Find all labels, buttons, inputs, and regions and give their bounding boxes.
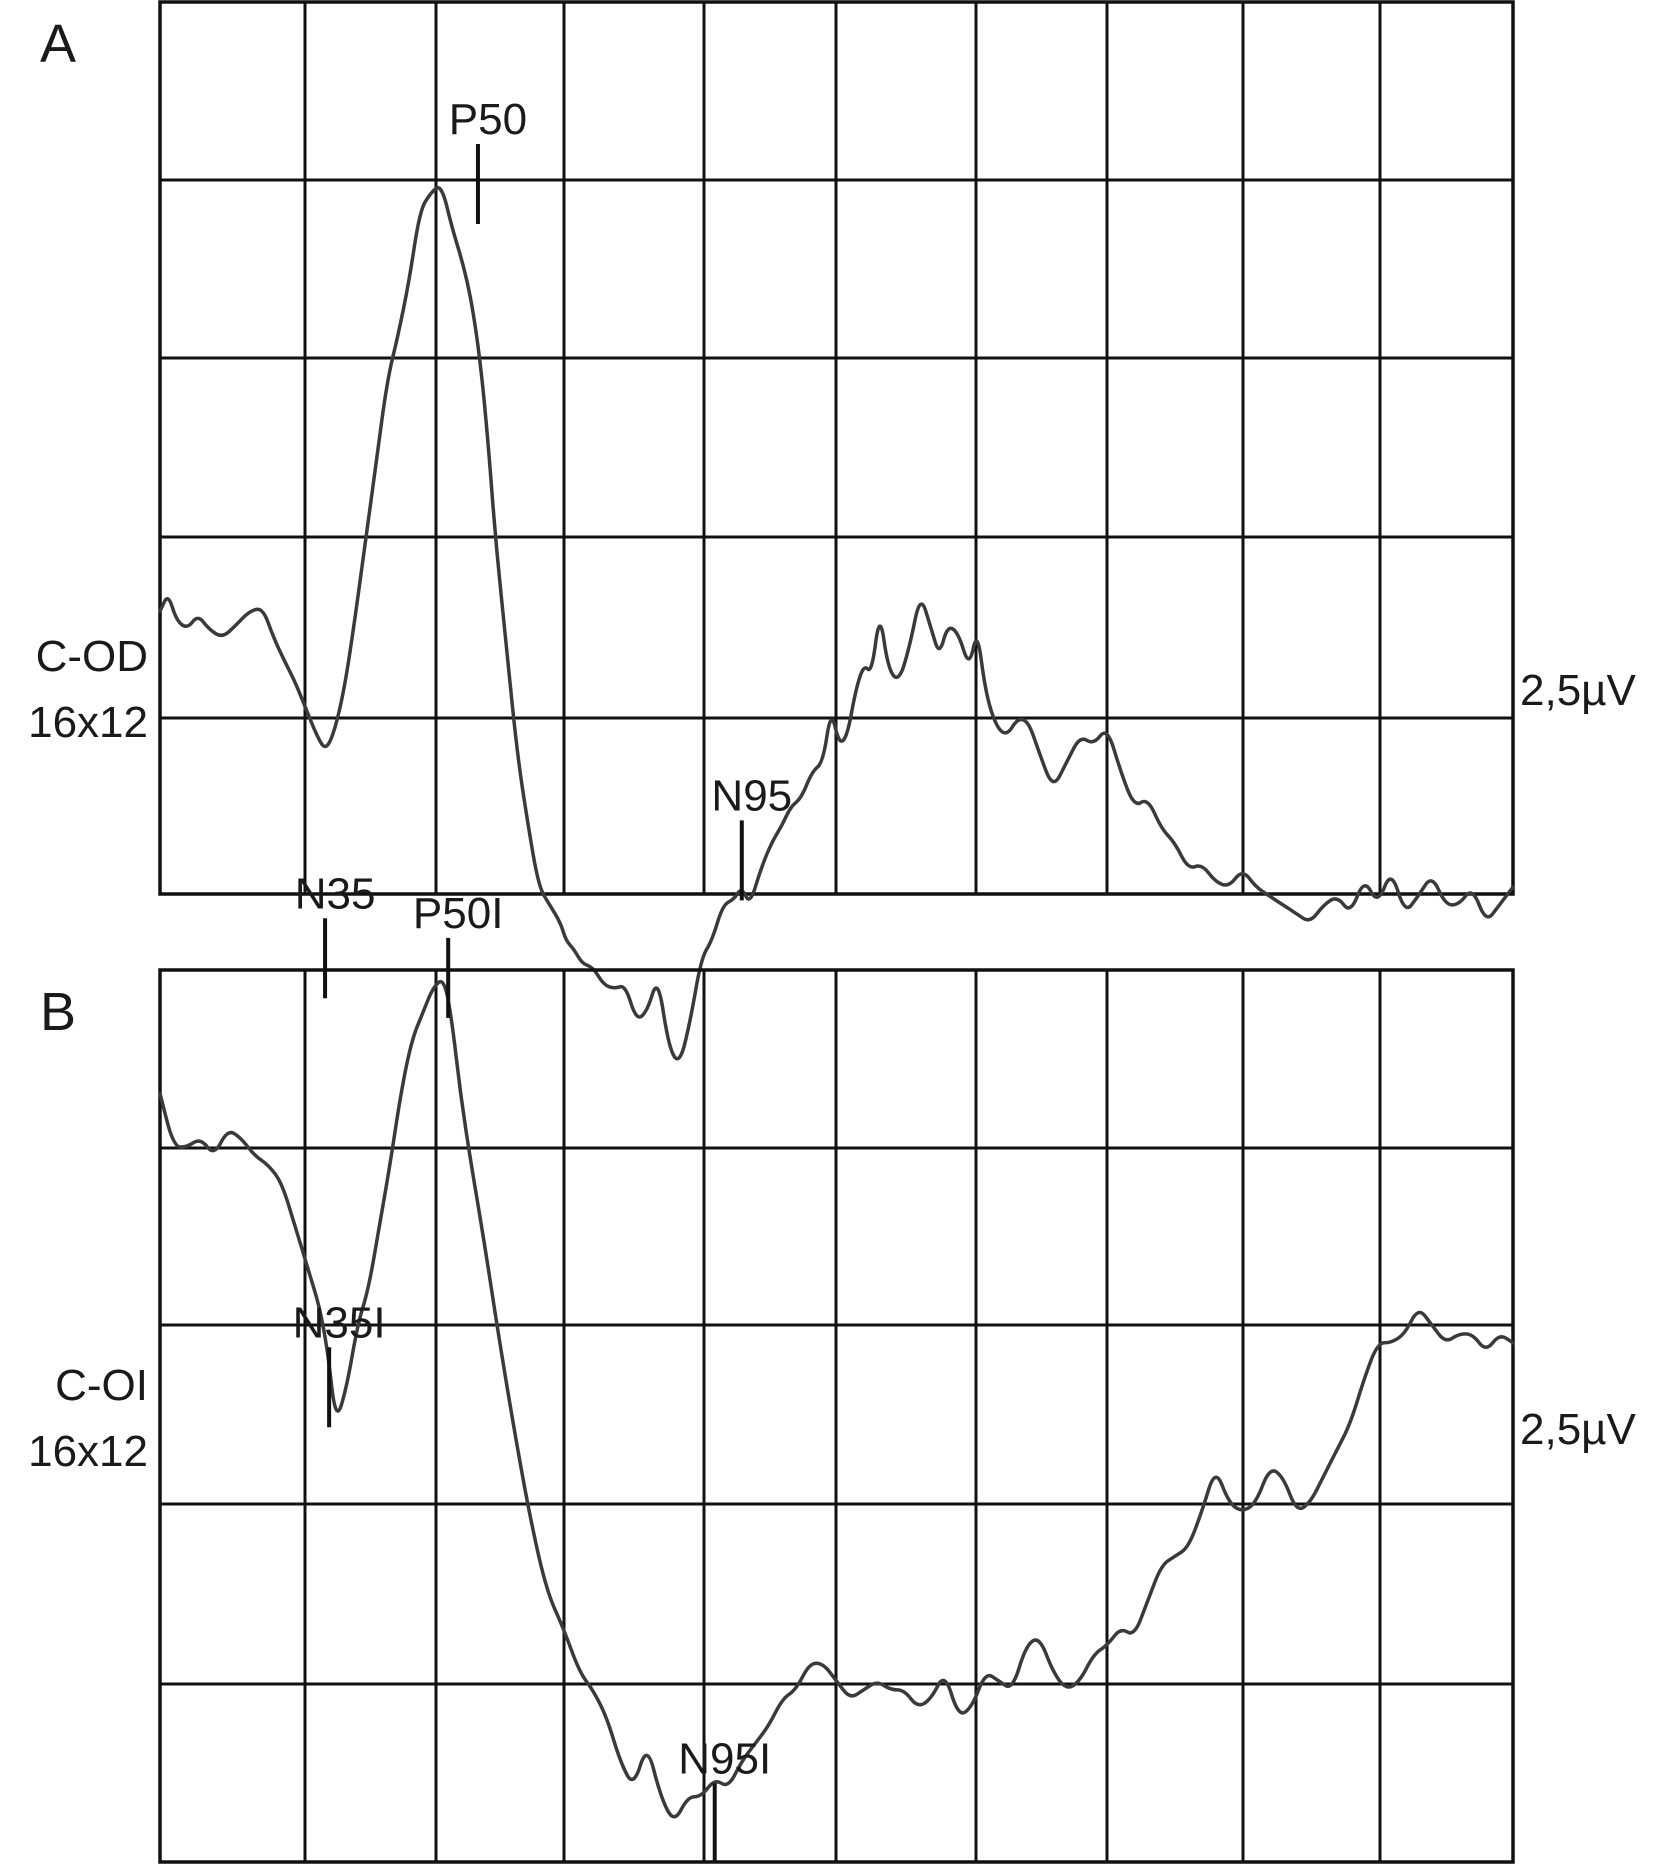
panel-b-label: B xyxy=(40,982,76,1042)
panel-b: N35I P50I N95I B C-OI 16x12 2,5µV xyxy=(28,889,1637,1864)
panel-a-marker-n35-label: N35 xyxy=(295,869,376,918)
panel-b-channel-label: C-OI xyxy=(55,1361,148,1410)
panel-b-scale-label: 2,5µV xyxy=(1520,1405,1637,1454)
panel-a-trace xyxy=(158,185,1515,1061)
panel-a-check-label: 16x12 xyxy=(28,698,148,747)
panel-b-trace xyxy=(158,979,1515,1819)
panel-b-markers: N35I P50I N95I xyxy=(293,889,771,1864)
panel-a-label: A xyxy=(40,14,76,74)
panel-a: N35 P50 N95 A C-OD 16x12 2,5µV xyxy=(28,0,1637,1061)
panel-a-marker-n95-label: N95 xyxy=(711,771,792,820)
panel-a-markers: N35 P50 N95 xyxy=(295,95,792,999)
panel-b-marker-n35i-label: N35I xyxy=(293,1298,386,1347)
panel-b-marker-p50i-label: P50I xyxy=(413,889,504,938)
panel-a-marker-p50-label: P50 xyxy=(449,95,527,144)
panel-b-grid xyxy=(158,968,1515,1864)
panel-a-channel-label: C-OD xyxy=(36,632,148,681)
panel-a-grid xyxy=(158,0,1515,896)
panel-b-check-label: 16x12 xyxy=(28,1427,148,1476)
panel-a-scale-label: 2,5µV xyxy=(1520,666,1637,715)
panel-b-marker-n95i-label: N95I xyxy=(678,1734,771,1783)
